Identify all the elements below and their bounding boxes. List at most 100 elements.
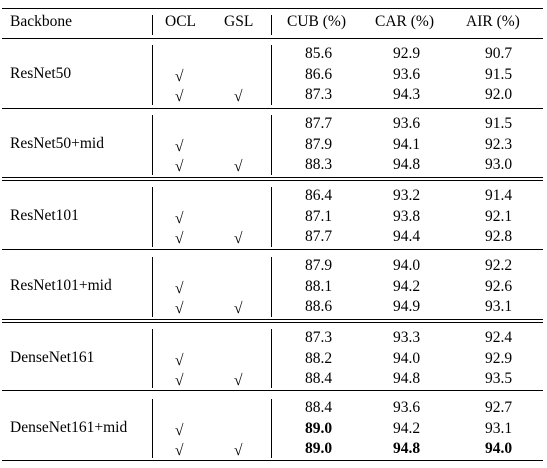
cub-value: 87.7	[305, 228, 333, 245]
ocl-check-icon: √	[175, 137, 184, 155]
column-divider-methods	[271, 257, 272, 317]
air-value: 92.1	[485, 207, 513, 225]
backbone-label: ResNet101+mid	[10, 277, 112, 294]
gsl-check-icon: √	[234, 372, 243, 389]
gsl-check-icon: √	[234, 442, 243, 459]
ocl-check-icon: √	[175, 88, 184, 105]
column-divider-backbone	[152, 45, 153, 105]
backbone-label: ResNet50	[10, 65, 72, 82]
ocl-check-icon: √	[175, 230, 184, 247]
ocl-check-icon: √	[175, 421, 184, 439]
header-ocl: OCL	[165, 13, 196, 30]
double-rule-a	[2, 319, 543, 320]
ocl-check-icon: √	[175, 351, 184, 369]
gsl-check-icon: √	[234, 230, 243, 247]
car-value: 94.8	[393, 440, 421, 457]
car-value: 94.2	[393, 419, 421, 437]
air-value: 91.4	[485, 187, 513, 204]
header-car: CAR (%)	[375, 13, 434, 30]
header-backbone: Backbone	[10, 13, 72, 30]
group-separator	[2, 249, 543, 250]
cub-value: 88.6	[305, 298, 333, 315]
column-divider-backbone	[152, 115, 153, 175]
header-rule	[2, 38, 543, 39]
car-value: 93.6	[393, 399, 421, 416]
column-divider-backbone	[152, 15, 153, 35]
air-value: 92.6	[485, 277, 513, 295]
cub-value: 88.1	[305, 277, 333, 295]
ocl-check-icon: √	[175, 279, 184, 297]
car-value: 94.0	[393, 257, 421, 274]
cub-value: 87.3	[305, 86, 333, 103]
top-rule	[2, 8, 543, 9]
column-divider-backbone	[152, 399, 153, 458]
cub-value: 88.3	[305, 156, 333, 173]
car-value: 94.3	[393, 86, 421, 103]
group-separator	[2, 108, 543, 109]
air-value: 92.3	[485, 135, 513, 153]
car-value: 94.8	[393, 370, 421, 387]
gsl-check-icon: √	[234, 88, 243, 105]
cub-value: 88.4	[305, 370, 333, 387]
column-divider-methods	[271, 115, 272, 175]
ocl-check-icon: √	[175, 300, 184, 317]
column-divider-methods	[271, 399, 272, 458]
air-value: 91.5	[485, 65, 513, 83]
air-value: 93.1	[485, 298, 513, 315]
cub-value: 87.7	[305, 115, 333, 132]
cub-value: 89.0	[305, 440, 333, 457]
cub-value: 89.0	[305, 419, 333, 437]
column-divider-backbone	[152, 257, 153, 317]
air-value: 93.5	[485, 370, 513, 387]
column-divider-methods	[271, 329, 272, 388]
car-value: 94.4	[393, 228, 421, 245]
header-cub: CUB (%)	[287, 13, 346, 30]
air-value: 94.0	[485, 440, 513, 457]
cub-value: 87.3	[305, 329, 333, 346]
air-value: 90.7	[485, 45, 513, 62]
air-value: 92.7	[485, 399, 513, 416]
gsl-check-icon: √	[234, 300, 243, 317]
column-divider-methods	[271, 187, 272, 247]
ocl-check-icon: √	[175, 67, 184, 85]
header-air: AIR (%)	[466, 13, 520, 30]
double-rule-b	[2, 180, 543, 181]
car-value: 93.2	[393, 187, 421, 204]
column-divider-backbone	[152, 187, 153, 247]
cub-value: 88.2	[305, 349, 333, 367]
cub-value: 87.1	[305, 207, 333, 225]
cub-value: 86.4	[305, 187, 333, 204]
column-divider-methods	[271, 15, 272, 35]
ocl-check-icon: √	[175, 442, 184, 459]
cub-value: 87.9	[305, 257, 333, 274]
cub-value: 85.6	[305, 45, 333, 62]
double-rule-a	[2, 177, 543, 178]
cub-value: 88.4	[305, 399, 333, 416]
air-value: 92.0	[485, 86, 513, 103]
group-separator	[2, 390, 543, 391]
ocl-check-icon: √	[175, 372, 184, 389]
air-value: 93.1	[485, 419, 513, 437]
car-value: 93.6	[393, 65, 421, 83]
backbone-label: DenseNet161	[10, 349, 95, 366]
car-value: 94.1	[393, 135, 421, 153]
ocl-check-icon: √	[175, 209, 184, 227]
air-value: 93.0	[485, 156, 513, 173]
column-divider-methods	[271, 45, 272, 105]
air-value: 92.9	[485, 349, 513, 367]
bottom-rule	[2, 460, 543, 461]
backbone-label: ResNet101	[10, 207, 79, 224]
ocl-check-icon: √	[175, 158, 184, 175]
car-value: 94.2	[393, 277, 421, 295]
air-value: 92.8	[485, 228, 513, 245]
double-rule-b	[2, 322, 543, 323]
car-value: 93.6	[393, 115, 421, 132]
gsl-check-icon: √	[234, 158, 243, 175]
car-value: 93.8	[393, 207, 421, 225]
air-value: 92.4	[485, 329, 513, 346]
car-value: 94.0	[393, 349, 421, 367]
air-value: 91.5	[485, 115, 513, 132]
cub-value: 87.9	[305, 135, 333, 153]
air-value: 92.2	[485, 257, 513, 274]
